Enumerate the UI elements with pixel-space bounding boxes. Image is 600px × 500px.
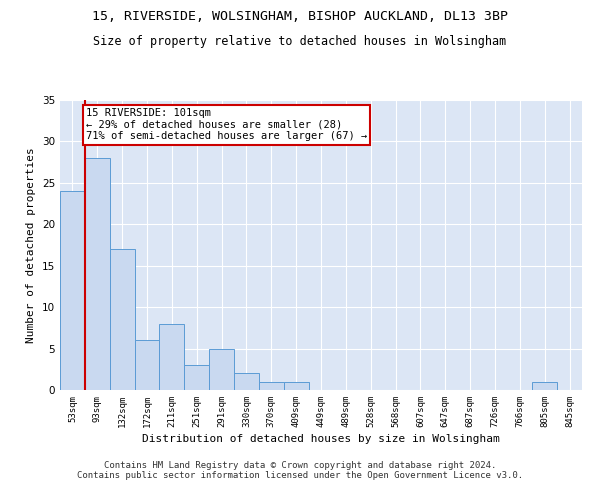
Bar [259,382,284,390]
Text: Size of property relative to detached houses in Wolsingham: Size of property relative to detached ho… [94,35,506,48]
Bar [209,348,234,390]
Text: Contains HM Land Registry data © Crown copyright and database right 2024.
Contai: Contains HM Land Registry data © Crown c… [77,460,523,480]
Bar [532,382,557,390]
Bar [184,365,209,390]
Bar [234,374,259,390]
Text: 15, RIVERSIDE, WOLSINGHAM, BISHOP AUCKLAND, DL13 3BP: 15, RIVERSIDE, WOLSINGHAM, BISHOP AUCKLA… [92,10,508,23]
Bar [110,249,134,390]
Bar [85,158,110,390]
Text: 15 RIVERSIDE: 101sqm
← 29% of detached houses are smaller (28)
71% of semi-detac: 15 RIVERSIDE: 101sqm ← 29% of detached h… [86,108,367,142]
Bar [60,191,85,390]
Bar [284,382,308,390]
Bar [134,340,160,390]
X-axis label: Distribution of detached houses by size in Wolsingham: Distribution of detached houses by size … [142,434,500,444]
Y-axis label: Number of detached properties: Number of detached properties [26,147,37,343]
Bar [160,324,184,390]
